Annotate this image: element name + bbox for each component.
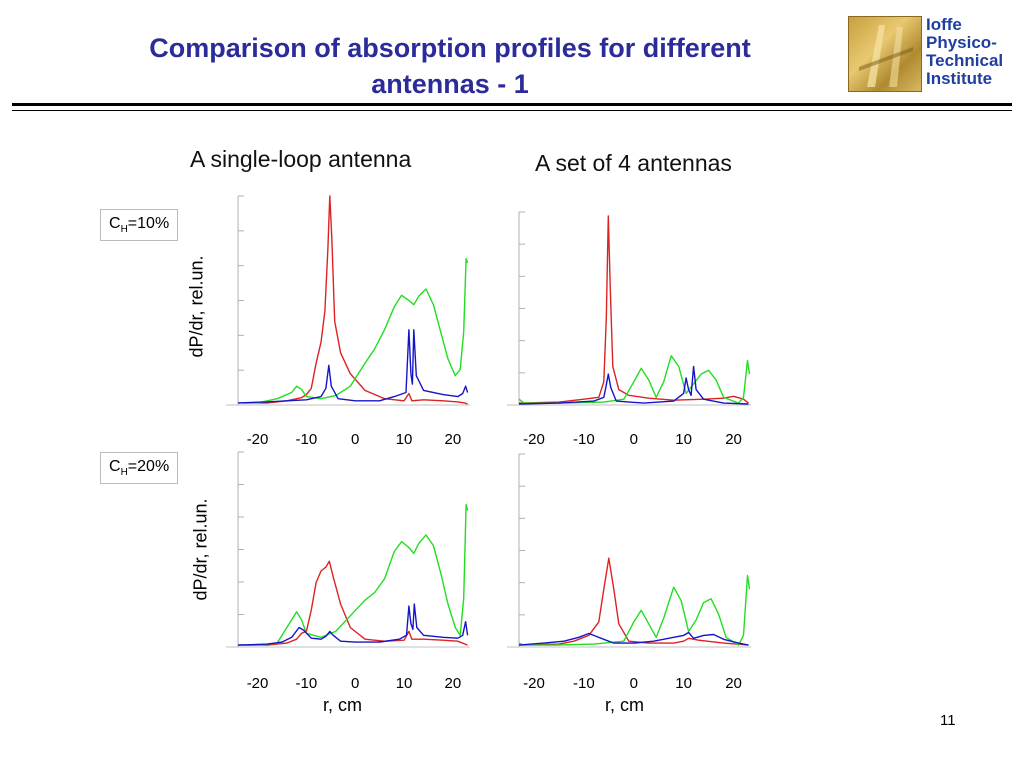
chart-four-antennas-ch10: -20 -10 0 10 20 — [507, 211, 751, 448]
x-tick-label: 0 — [630, 431, 638, 448]
x-axis-label-right: r, cm — [605, 695, 644, 715]
header-rule-thin — [12, 110, 1012, 111]
x-tick-label: -20 — [523, 431, 545, 448]
institute-logo: Ioffe Physico- Technical Institute — [848, 16, 1016, 92]
x-tick-label: 20 — [445, 675, 462, 692]
series-line-blue — [518, 365, 749, 405]
slide-title: Comparison of absorption profiles for di… — [30, 30, 870, 102]
x-tick-label: 0 — [630, 675, 638, 692]
series-line-red — [518, 215, 749, 404]
chart-single-loop-ch10: -20 -10 0 10 20 — [226, 195, 470, 448]
series-line-blue — [237, 603, 469, 646]
chart-single-loop-ch20: -20 -10 0 10 20 — [226, 451, 470, 692]
x-tick-label: 10 — [675, 431, 692, 448]
x-tick-label: 20 — [725, 675, 742, 692]
x-tick-label: -20 — [247, 675, 269, 692]
x-tick-label: 10 — [675, 675, 692, 692]
x-tick-label: -10 — [296, 431, 318, 448]
header-rule-thick — [12, 103, 1012, 106]
x-tick-label: 0 — [351, 431, 359, 448]
chart-four-antennas-ch20: -20 -10 0 10 20 — [507, 453, 751, 692]
series-line-green — [518, 355, 751, 404]
slide-title-line1: Comparison of absorption profiles for di… — [149, 33, 751, 63]
logo-line1: Ioffe — [926, 15, 962, 34]
x-tick-label: 0 — [351, 675, 359, 692]
slide-title-line2: antennas - 1 — [371, 69, 529, 99]
right-column-title: A set of 4 antennas — [535, 150, 732, 176]
series-line-red — [242, 195, 468, 405]
ch-label-row2: CH=20% — [100, 452, 179, 485]
series-line-red — [518, 557, 749, 646]
x-tick-label: 10 — [396, 675, 413, 692]
series-line-blue — [237, 329, 469, 404]
y-axis-label-row1: dP/dr, rel.un. — [186, 255, 207, 358]
x-tick-label: 20 — [725, 431, 742, 448]
y-axis-label-row2: dP/dr, rel.un. — [190, 498, 211, 601]
x-tick-label: -10 — [573, 431, 595, 448]
series-line-red — [238, 560, 468, 646]
x-tick-label: -20 — [247, 431, 269, 448]
x-tick-label: 20 — [445, 431, 462, 448]
series-line-green — [238, 258, 469, 404]
x-axis-label-left: r, cm — [323, 695, 362, 715]
series-line-blue — [518, 631, 749, 646]
x-tick-label: -20 — [523, 675, 545, 692]
x-tick-label: -10 — [573, 675, 595, 692]
x-tick-label: -10 — [296, 675, 318, 692]
x-tick-label: 10 — [396, 431, 413, 448]
logo-emblem-icon — [848, 16, 922, 92]
logo-text: Ioffe Physico- Technical Institute — [926, 16, 1003, 88]
logo-line3: Technical — [926, 51, 1004, 70]
logo-line4: Institute — [926, 69, 993, 88]
series-line-green — [238, 504, 469, 646]
left-column-title: A single-loop antenna — [190, 146, 412, 172]
page-number: 11 — [940, 712, 956, 729]
logo-line2: Physico- — [926, 33, 997, 52]
ch-label-row1: CH=10% — [100, 209, 179, 242]
